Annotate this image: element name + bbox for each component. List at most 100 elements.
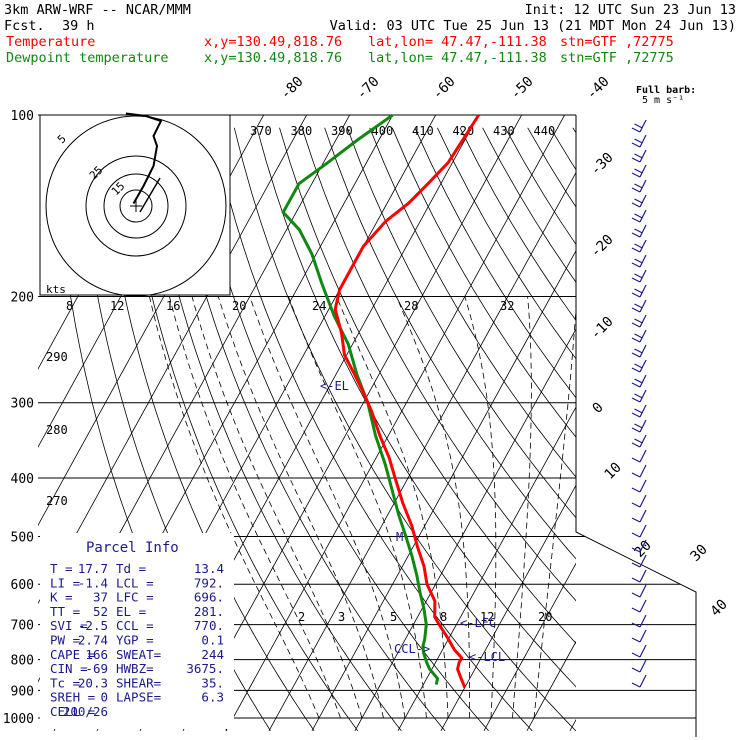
parcel-info-cell: 3675. — [186, 661, 224, 676]
wind-barb — [631, 239, 647, 253]
hodograph: 5 25 15 kts — [39, 112, 231, 297]
dry-adiabat — [346, 127, 576, 519]
parcel-info-cell: 696. — [194, 590, 224, 605]
temperature-latlon: lat,lon= 47.47,-111.38 — [368, 34, 547, 50]
temperature-profile — [333, 114, 480, 689]
wind-barb — [631, 149, 647, 163]
m-marker: M — [396, 530, 403, 544]
isotherm-label: -10 — [588, 314, 617, 343]
parcel-info-cell: HWBZ= — [116, 661, 154, 676]
dry-adiabat — [166, 127, 446, 732]
isotherm-label: -40 — [584, 74, 613, 103]
dry-adiabat — [143, 127, 402, 732]
dry-adiabat — [324, 127, 576, 560]
parcel-info-cell: Tc = — [50, 675, 80, 690]
wind-barb — [631, 344, 647, 358]
parcel-info-cell: CIN = — [50, 661, 88, 676]
parcel-info-cell: 13.4 — [194, 561, 224, 576]
isotherm-line — [483, 562, 576, 731]
mixing-ratio-label: 24 — [312, 299, 326, 313]
parcel-info-cell: Td = — [116, 561, 146, 576]
isotherm-line — [182, 115, 523, 731]
theta-label: 370 — [250, 124, 272, 138]
isotherm-line — [38, 115, 308, 605]
parcel-info-cell: 37 — [93, 590, 108, 605]
theta-label: 440 — [534, 124, 556, 138]
theta-label: 420 — [453, 124, 475, 138]
parcel-info-cell: LI = — [50, 575, 80, 590]
wind-barb — [631, 419, 647, 433]
wind-barb — [631, 284, 647, 298]
wind-barb — [631, 224, 647, 238]
temperature-legend-label: Temperature — [6, 34, 95, 50]
wind-barb — [631, 389, 647, 403]
mixing-ratio-label-lower: 8 — [440, 610, 447, 624]
wind-barb — [631, 299, 647, 313]
pressure-label-700: 700 — [11, 619, 34, 634]
mixing-ratio-label: 16 — [166, 299, 180, 313]
temperature-xy: x,y=130.49,818.76 — [204, 34, 342, 50]
valid-time: Valid: 03 UTC Tue 25 Jun 13 (21 MDT Mon … — [330, 18, 736, 34]
theta-label-left: 270 — [46, 494, 68, 508]
isotherm-line — [526, 640, 576, 731]
moist-adiabat — [533, 302, 576, 719]
parcel-info-cell: 792. — [194, 575, 224, 590]
parcel-info-cell: CCL = — [116, 618, 154, 633]
parcel-info-cell: 17.7 — [78, 561, 108, 576]
wind-barb — [631, 134, 647, 148]
dry-adiabat — [301, 127, 576, 602]
parcel-info-cell: TT = — [50, 604, 80, 619]
dry-adiabat — [391, 127, 576, 438]
wind-barb — [631, 584, 647, 598]
parcel-info-cell: LCL = — [116, 575, 154, 590]
dewpoint-xy: x,y=130.49,818.76 — [204, 50, 342, 66]
parcel-info-cell: 20.3 — [78, 675, 108, 690]
wind-barb — [631, 434, 647, 448]
wind-barb — [631, 554, 647, 568]
parcel-info-cell: EL = — [116, 604, 146, 619]
wind-barb — [631, 209, 647, 223]
wind-barb — [631, 494, 647, 508]
parcel-info-cell: YGP = — [116, 633, 154, 648]
pressure-label-800: 800 — [11, 654, 34, 669]
parcel-info-cell: 35. — [201, 675, 224, 690]
wind-barb — [631, 599, 647, 613]
dewpoint-profile — [281, 113, 440, 685]
wind-barb — [631, 254, 647, 268]
isotherm-label: 0 — [590, 400, 607, 417]
barb-legend-title: Full barb: — [636, 85, 696, 96]
parcel-info-cell: CAPE = — [50, 647, 95, 662]
hodograph-units: kts — [46, 283, 66, 296]
isotherm-line — [268, 171, 576, 731]
isotherm-line — [440, 484, 576, 731]
dry-adiabat — [414, 127, 576, 399]
dry-adiabat — [121, 127, 359, 732]
wind-barb — [631, 314, 647, 328]
theta-label-left: 280 — [46, 423, 68, 437]
moist-adiabat — [169, 296, 341, 719]
dry-adiabat — [256, 127, 576, 688]
theta-label: 410 — [412, 124, 434, 138]
mixing-ratio-label: 12 — [110, 299, 124, 313]
wind-barb — [631, 119, 647, 133]
parcel-info-cell: T = — [50, 561, 73, 576]
parcel-info-cell: SREH = — [50, 690, 95, 705]
theta-label: 430 — [493, 124, 515, 138]
dry-adiabat — [211, 127, 533, 732]
isotherm-label: 40 — [708, 597, 731, 620]
wind-barb — [631, 524, 647, 538]
isotherm-line — [354, 328, 576, 731]
wind-barb — [631, 179, 647, 193]
wind-barb — [631, 404, 647, 418]
dry-adiabat — [188, 127, 489, 732]
dry-adiabat — [459, 127, 576, 322]
parcel-info-cell: 0 — [100, 690, 108, 705]
pressure-label-900: 900 — [11, 684, 34, 699]
parcel-info-cell: SVI = — [50, 618, 88, 633]
mixing-ratio-label: 8 — [66, 299, 73, 313]
pressure-label-100: 100 — [11, 109, 34, 124]
dry-adiabat — [549, 127, 576, 171]
pressure-label-300: 300 — [11, 397, 34, 412]
dry-adiabat — [369, 127, 576, 478]
